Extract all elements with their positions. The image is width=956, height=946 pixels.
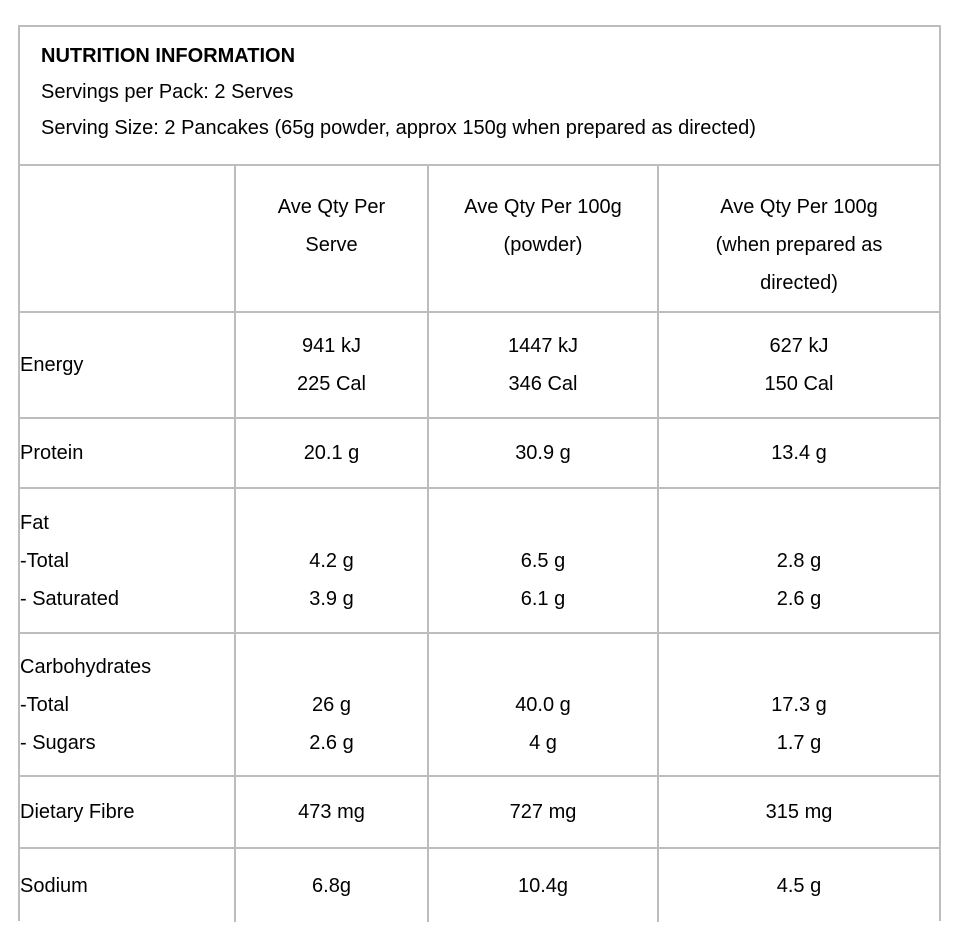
protein-per-100g-powder: 30.9 g	[427, 417, 659, 489]
sodium-per-serve: 6.8g	[234, 847, 429, 922]
row-label-line: -Total	[20, 693, 69, 716]
cell-line: 4 g	[529, 731, 557, 754]
cell-line: 727 mg	[509, 801, 577, 823]
column-header-per-serve: Ave Qty Per Serve	[234, 164, 429, 313]
cell-line: 2.6 g	[309, 731, 354, 754]
cell-line: 315 mg	[765, 801, 833, 823]
cell-line: 6.1 g	[520, 587, 566, 610]
header-line: Ave Qty Per 100g	[720, 196, 878, 218]
cell-line: 3.9 g	[309, 587, 354, 610]
cell-line: 2.6 g	[776, 587, 822, 610]
row-label-fat: Fat -Total - Saturated	[20, 487, 236, 634]
column-header-per-100g-powder: Ave Qty Per 100g (powder)	[427, 164, 659, 313]
row-label-sodium: Sodium	[20, 847, 236, 922]
energy-per-100g-prepared: 627 kJ 150 Cal	[657, 311, 939, 419]
cell-line: 6.8g	[312, 874, 351, 897]
table-row-energy: Energy 941 kJ 225 Cal 1447 kJ 346 Cal 62…	[20, 311, 939, 419]
header-line: Ave Qty Per 100g	[464, 196, 622, 218]
row-label-dietary-fibre: Dietary Fibre	[20, 775, 236, 849]
nutrition-info-header: NUTRITION INFORMATION Servings per Pack:…	[20, 27, 939, 164]
fat-per-serve: 4.2 g 3.9 g	[234, 487, 429, 634]
table-row-dietary-fibre: Dietary Fibre 473 mg 727 mg 315 mg	[20, 775, 939, 849]
table-header-row: Ave Qty Per Serve Ave Qty Per 100g (powd…	[20, 164, 939, 313]
table-row-carbohydrates: Carbohydrates -Total - Sugars 26 g 2.6 g…	[20, 632, 939, 777]
protein-per-100g-prepared: 13.4 g	[657, 417, 939, 489]
table-row-protein: Protein 20.1 g 30.9 g 13.4 g	[20, 417, 939, 489]
cell-line: 473 mg	[298, 801, 365, 823]
cell-line	[659, 504, 939, 542]
row-label-energy: Energy	[20, 311, 236, 419]
carbohydrates-per-100g-powder: 40.0 g 4 g	[427, 632, 659, 777]
cell-line: 4.5 g	[776, 874, 822, 897]
table-row-sodium: Sodium 6.8g 10.4g 4.5 g	[20, 847, 939, 922]
serving-size: Serving Size: 2 Pancakes (65g powder, ap…	[41, 117, 756, 139]
column-header-blank	[20, 164, 236, 313]
cell-line	[429, 504, 657, 542]
cell-line: 17.3 g	[771, 693, 827, 716]
table-row-fat: Fat -Total - Saturated 4.2 g 3.9 g 6.5 g…	[20, 487, 939, 634]
header-line: Ave Qty Per	[277, 196, 386, 218]
row-label-line: Sodium	[20, 874, 88, 897]
header-line: Serve	[305, 234, 358, 256]
row-label-line: Carbohydrates	[20, 655, 152, 678]
row-label-line: Fat	[20, 511, 49, 534]
sodium-per-100g-prepared: 4.5 g	[657, 847, 939, 922]
cell-line: 1447 kJ	[507, 335, 579, 357]
panel-title: NUTRITION INFORMATION	[41, 45, 296, 67]
header-line: directed)	[760, 272, 838, 294]
dietary-fibre-per-100g-powder: 727 mg	[427, 775, 659, 849]
row-label-carbohydrates: Carbohydrates -Total - Sugars	[20, 632, 236, 777]
row-label-line: - Saturated	[20, 587, 119, 610]
cell-line	[236, 504, 427, 542]
cell-line: 1.7 g	[776, 731, 822, 754]
cell-line: 40.0 g	[515, 693, 571, 716]
cell-line	[659, 648, 939, 686]
protein-per-serve: 20.1 g	[234, 417, 429, 489]
cell-line: 346 Cal	[508, 373, 578, 395]
column-header-per-100g-prepared: Ave Qty Per 100g (when prepared as direc…	[657, 164, 939, 313]
fat-per-100g-powder: 6.5 g 6.1 g	[427, 487, 659, 634]
row-label-line: Dietary Fibre	[20, 801, 135, 823]
dietary-fibre-per-100g-prepared: 315 mg	[657, 775, 939, 849]
row-label-line: Protein	[20, 442, 84, 464]
carbohydrates-per-serve: 26 g 2.6 g	[234, 632, 429, 777]
nutrition-table: Ave Qty Per Serve Ave Qty Per 100g (powd…	[20, 164, 939, 922]
energy-per-serve: 941 kJ 225 Cal	[234, 311, 429, 419]
row-label-line: - Sugars	[20, 731, 96, 754]
cell-line: 225 Cal	[297, 373, 366, 395]
cell-line: 6.5 g	[520, 549, 566, 572]
cell-line: 30.9 g	[515, 442, 571, 464]
fat-per-100g-prepared: 2.8 g 2.6 g	[657, 487, 939, 634]
servings-per-pack: Servings per Pack: 2 Serves	[41, 81, 294, 103]
row-label-protein: Protein	[20, 417, 236, 489]
row-label-line: -Total	[20, 549, 69, 572]
header-line: (powder)	[503, 234, 583, 256]
cell-line: 26 g	[312, 693, 351, 716]
cell-line: 4.2 g	[309, 549, 354, 572]
carbohydrates-per-100g-prepared: 17.3 g 1.7 g	[657, 632, 939, 777]
cell-line: 150 Cal	[764, 373, 834, 395]
cell-line: 20.1 g	[303, 442, 360, 464]
cell-line: 627 kJ	[769, 335, 829, 357]
sodium-per-100g-powder: 10.4g	[427, 847, 659, 922]
header-line: (when prepared as	[715, 234, 883, 256]
cell-line: 941 kJ	[302, 335, 361, 357]
cell-line: 10.4g	[517, 874, 569, 897]
row-label-line: Energy	[20, 354, 84, 376]
nutrition-panel: NUTRITION INFORMATION Servings per Pack:…	[18, 25, 941, 922]
cell-line	[429, 648, 657, 686]
dietary-fibre-per-serve: 473 mg	[234, 775, 429, 849]
energy-per-100g-powder: 1447 kJ 346 Cal	[427, 311, 659, 419]
cell-line	[236, 648, 427, 686]
cell-line: 2.8 g	[776, 549, 822, 572]
cell-line: 13.4 g	[771, 442, 827, 464]
